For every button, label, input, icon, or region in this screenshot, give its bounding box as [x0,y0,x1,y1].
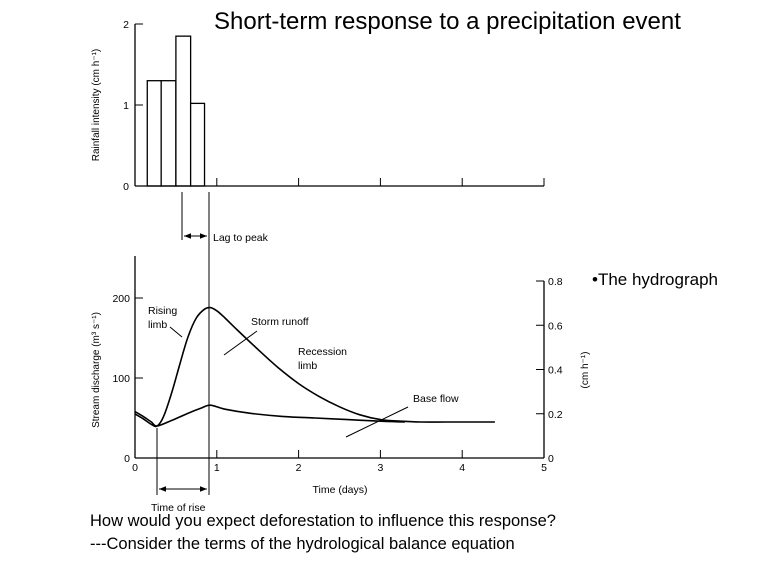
rainfall-bar [175,35,192,187]
recession-limb-label-line1: Recession [298,346,347,358]
hydrograph-y-tick-label: 100 [112,373,130,385]
discharge-y-label: Stream discharge (m³ s⁻¹) [91,312,102,428]
rainfall-bars [146,35,206,187]
hydrograph-x-tick-label: 1 [214,462,220,474]
slide-title: Short-term response to a precipitation e… [214,8,681,35]
hydrograph-chart: 0 1 2 3 4 5 0 100 200 0 0.2 0.4 0.6 0.8 Stream disc… [91,256,591,514]
rainfall-bar [189,102,206,187]
recession-limb-label-line2: limb [298,360,317,372]
hydrograph-y-tick-label: 0 [124,453,130,465]
hydrograph-x-tick-label: 3 [377,462,383,474]
hydrograph-x-tick-label: 5 [541,462,547,474]
hydrograph-bullet: •The hydrograph [592,270,718,289]
lag-to-peak-label: Lag to peak [213,232,269,244]
hydrograph-y2-tick-label: 0.2 [548,409,563,421]
storm-runoff-pointer [223,330,258,356]
rainfall-bar [146,80,162,187]
rainfall-chart: 0 1 2 Rainfall intensity (cm h⁻¹) [91,19,545,193]
question-text: How would you expect deforestation to in… [90,512,556,530]
hydrograph-x-tick-label: 0 [132,462,138,474]
rising-limb-label-line2: limb [148,319,167,331]
hydrograph-y2-tick-label: 0.4 [548,365,563,377]
hydrograph-x-tick-label: 4 [459,462,465,474]
rainfall-bar [160,80,177,187]
hydrograph-x-tick-label: 2 [296,462,302,474]
rainfall-x-ticks [216,178,545,186]
rising-limb-label-line1: Rising [148,305,177,317]
consider-text: ---Consider the terms of the hydrologica… [90,535,515,553]
hydrograph-y-tick-label: 200 [112,293,130,305]
rainfall-y-label: Rainfall intensity (cm h⁻¹) [91,49,102,162]
base-flow-label: Base flow [413,393,459,405]
hydrograph-x-ticks: 0 1 2 3 4 5 [132,450,547,474]
rising-limb-pointer [169,326,183,338]
secondary-y-label: (cm h⁻¹) [580,352,591,389]
base-flow-line [134,404,405,427]
rainfall-y-tick-label: 0 [123,181,129,193]
storm-runoff-label: Storm runoff [251,316,309,328]
hydrograph-y2-tick-label: 0.6 [548,320,563,332]
hydrograph-y-ticks: 0 100 200 [112,293,143,465]
hydrograph-y2-ticks: 0 0.2 0.4 0.6 0.8 [536,276,563,465]
rainfall-y-tick-label: 2 [123,19,129,31]
hydrograph-y2-tick-label: 0.8 [548,276,563,288]
lag-to-peak-annotation: Lag to peak [181,192,269,495]
base-flow-pointer [345,406,409,438]
rainfall-y-tick-label: 1 [123,100,129,112]
time-x-label: Time (days) [312,484,367,496]
hydrograph-y2-tick-label: 0 [548,453,554,465]
rainfall-y-ticks: 0 1 2 [123,19,143,193]
time-of-rise-label: Time of rise [151,502,206,514]
